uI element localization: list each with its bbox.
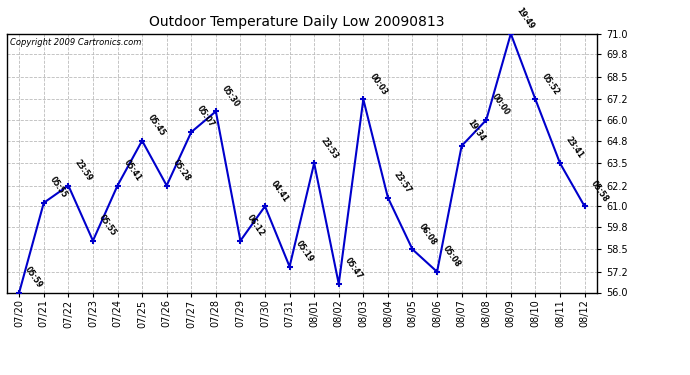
Text: 23:57: 23:57 xyxy=(392,170,413,195)
Text: 23:59: 23:59 xyxy=(72,158,94,183)
Text: 06:08: 06:08 xyxy=(417,222,438,247)
Text: 05:45: 05:45 xyxy=(146,113,168,138)
Text: 05:52: 05:52 xyxy=(540,72,561,96)
Text: 05:08: 05:08 xyxy=(441,244,462,269)
Text: 00:00: 00:00 xyxy=(491,92,511,117)
Text: 05:55: 05:55 xyxy=(97,213,118,238)
Text: 05:41: 05:41 xyxy=(121,158,143,183)
Text: 23:53: 23:53 xyxy=(318,135,339,160)
Text: 23:41: 23:41 xyxy=(564,135,585,160)
Text: 05:55: 05:55 xyxy=(48,176,69,200)
Text: Copyright 2009 Cartronics.com: Copyright 2009 Cartronics.com xyxy=(10,38,141,46)
Text: 05:59: 05:59 xyxy=(23,265,44,290)
Text: 05:47: 05:47 xyxy=(343,256,364,281)
Text: 04:41: 04:41 xyxy=(269,178,290,204)
Text: 05:30: 05:30 xyxy=(220,84,241,109)
Text: 19:49: 19:49 xyxy=(515,6,536,31)
Text: 05:07: 05:07 xyxy=(195,104,217,129)
Text: 19:34: 19:34 xyxy=(466,118,487,143)
Text: 06:12: 06:12 xyxy=(244,213,266,238)
Text: 05:19: 05:19 xyxy=(294,239,315,264)
Text: 05:28: 05:28 xyxy=(171,158,192,183)
Text: 05:58: 05:58 xyxy=(589,178,610,204)
Text: Outdoor Temperature Daily Low 20090813: Outdoor Temperature Daily Low 20090813 xyxy=(149,15,444,29)
Text: 00:03: 00:03 xyxy=(368,72,388,96)
